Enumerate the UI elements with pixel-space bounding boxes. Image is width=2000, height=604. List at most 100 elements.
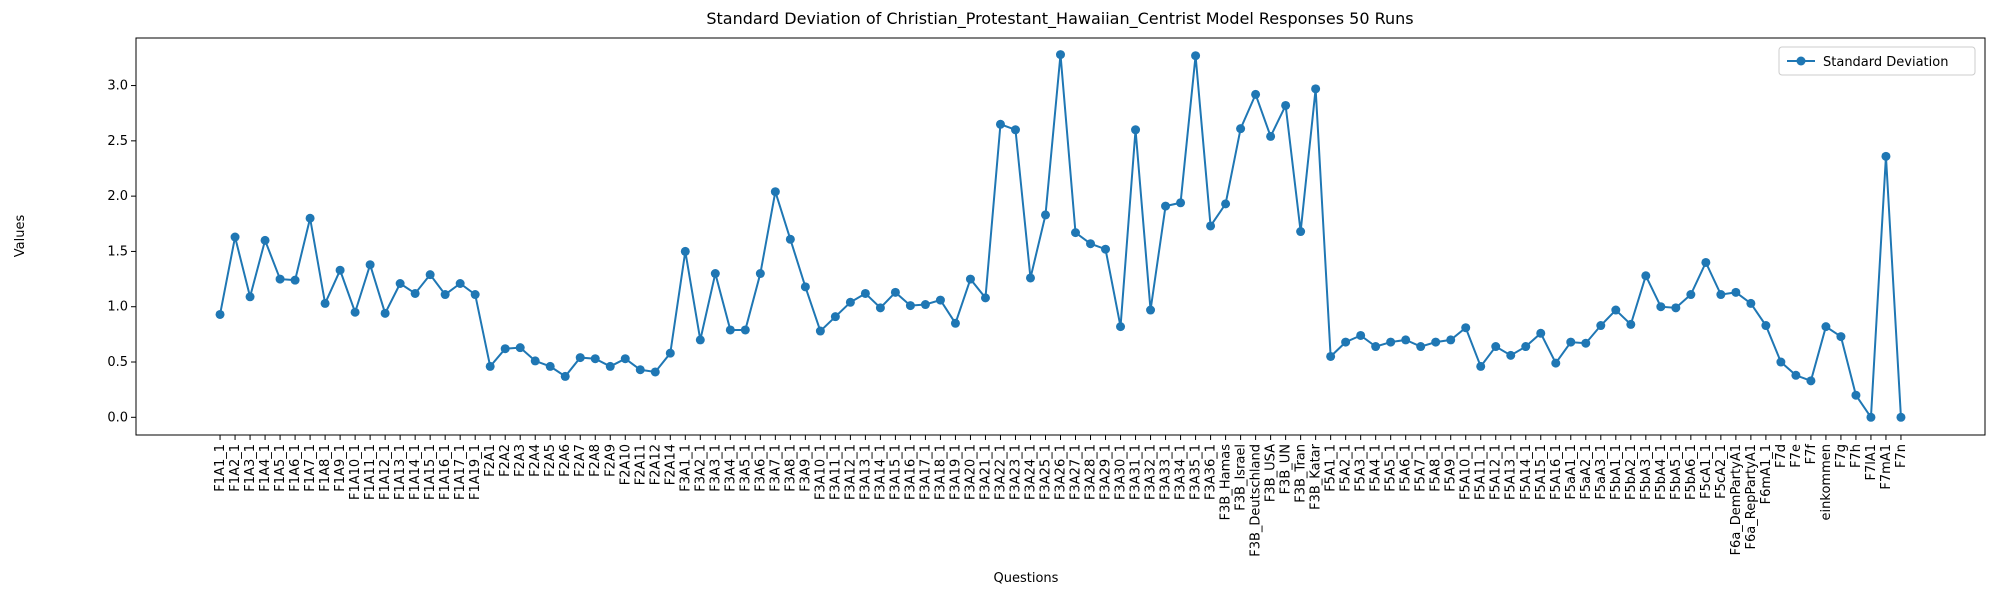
x-tick-label: F5bA1_1 — [1609, 444, 1624, 500]
point — [1476, 361, 1486, 371]
x-tick-label: F3A2_1 — [693, 444, 708, 492]
x-tick-label: F2A4 — [528, 444, 543, 477]
point — [230, 232, 240, 242]
point — [1071, 228, 1081, 238]
x-tick-label: F5A4_1 — [1369, 444, 1384, 492]
point — [1296, 227, 1306, 237]
point — [290, 275, 300, 285]
point — [650, 367, 660, 377]
point — [305, 213, 315, 223]
x-tick-label: F5aA3_1 — [1594, 444, 1609, 500]
point — [1431, 337, 1441, 347]
x-tick-label: F3A4_1 — [723, 444, 738, 492]
point — [530, 356, 540, 366]
point — [455, 278, 465, 288]
point — [845, 297, 855, 307]
x-tick-label: F3A3_1 — [708, 444, 723, 492]
x-tick-label: F3A6_1 — [753, 444, 768, 492]
point — [1206, 221, 1216, 231]
x-tick-label: F3A34_1 — [1174, 444, 1189, 500]
x-tick-label: F2A7 — [573, 444, 588, 477]
x-tick-label: F7e — [1789, 444, 1804, 468]
point — [1821, 322, 1831, 332]
point — [1281, 100, 1291, 110]
point — [1266, 131, 1276, 141]
x-tick-label: F3A16_1 — [903, 444, 918, 500]
x-tick-label: F7f — [1804, 444, 1819, 465]
point — [695, 335, 705, 345]
point — [590, 354, 600, 364]
point — [1551, 358, 1561, 368]
x-tick-label: F3A15_1 — [888, 444, 903, 500]
x-tick-label: F2A8 — [588, 444, 603, 477]
point — [1596, 321, 1606, 331]
point — [1341, 337, 1351, 347]
point — [1146, 305, 1156, 315]
x-tick-label: F2A5 — [543, 444, 558, 477]
x-tick-label: F3A25_1 — [1038, 444, 1053, 500]
x-tick-label: F2A6 — [558, 444, 573, 477]
x-tick-label: F5bA6_1 — [1684, 444, 1699, 500]
point — [905, 301, 915, 311]
point — [965, 274, 975, 284]
point — [560, 371, 570, 381]
x-tick-label: F3A14_1 — [873, 444, 888, 500]
x-axis-label: Questions — [994, 571, 1059, 586]
x-tick-label: F6a_RepPartyA1 — [1744, 444, 1759, 549]
point — [575, 353, 585, 363]
point — [245, 292, 255, 302]
x-tick-label: F3B_Katar — [1309, 443, 1324, 509]
x-tick-label: F2A1 — [483, 444, 498, 477]
point — [380, 308, 390, 318]
point — [1401, 335, 1411, 345]
point — [620, 354, 630, 364]
point — [1581, 338, 1591, 348]
x-tick-label: F5A13_1 — [1504, 444, 1519, 500]
x-tick-label: F1A16_1 — [438, 444, 453, 500]
x-tick-label: F3B_UN — [1279, 444, 1294, 494]
x-tick-label: F5A1_1 — [1324, 444, 1339, 492]
x-tick-label: F5bA4_1 — [1654, 444, 1669, 500]
point — [1311, 84, 1321, 94]
x-tick-label: F5A5_1 — [1384, 444, 1399, 492]
x-tick-label: F1A4_1 — [258, 444, 273, 492]
point — [1536, 328, 1546, 338]
x-tick-label: F5aA2_1 — [1579, 444, 1594, 500]
y-tick-label: 3.0 — [107, 79, 128, 94]
series-line — [219, 54, 1902, 421]
point — [1701, 257, 1711, 267]
x-tick-label: F3A5_1 — [738, 444, 753, 492]
x-tick-label: F3A11_1 — [828, 444, 843, 500]
point — [950, 318, 960, 328]
point — [1731, 287, 1741, 297]
x-tick-label: F3A24_1 — [1023, 444, 1038, 500]
point — [1010, 125, 1020, 135]
x-tick-label: F5A14_1 — [1519, 444, 1534, 500]
x-tick-label: F5A2_1 — [1339, 444, 1354, 492]
x-tick-label: F3A9_1 — [798, 444, 813, 492]
point — [1131, 125, 1141, 135]
x-tick-label: F5bA3_1 — [1639, 444, 1654, 500]
point — [920, 300, 930, 310]
x-tick-label: F1A5_1 — [273, 444, 288, 492]
x-tick-label: F3A10_1 — [813, 444, 828, 500]
point — [500, 344, 510, 354]
x-tick-label: F5A7_1 — [1414, 444, 1429, 492]
point — [1116, 322, 1126, 332]
x-tick-label: F5A12_1 — [1489, 444, 1504, 500]
point — [935, 295, 945, 305]
point — [1056, 50, 1065, 60]
point — [1506, 350, 1516, 360]
x-tick-label: F3A22_1 — [993, 444, 1008, 500]
x-tick-label: F5A6_1 — [1399, 444, 1414, 492]
x-tick-label: F3B_Hamas — [1219, 444, 1234, 521]
point — [1656, 302, 1666, 312]
x-tick-label: F7n — [1894, 444, 1909, 468]
x-tick-label: F5A16_1 — [1549, 444, 1564, 500]
point — [1386, 337, 1396, 347]
x-tick-label: F3A28_1 — [1084, 444, 1099, 500]
x-tick-label: F1A14_1 — [408, 444, 423, 500]
y-axis-label: Values — [13, 215, 28, 258]
x-tick-label: F3A12_1 — [843, 444, 858, 500]
point — [890, 287, 900, 297]
